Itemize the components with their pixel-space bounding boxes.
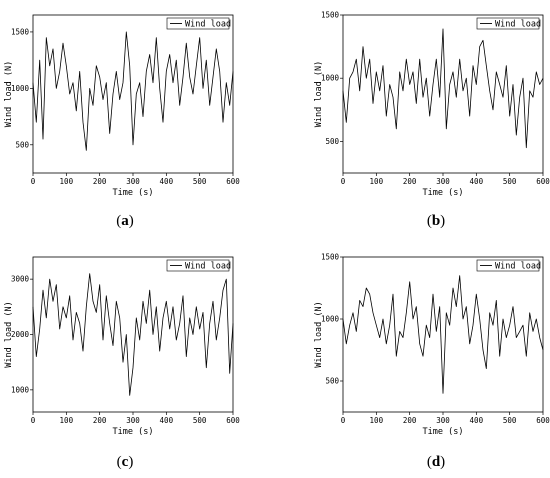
series-line-wind-load [32, 31, 234, 151]
y-tick-label: 1000 [321, 74, 340, 83]
series-line-wind-load [342, 28, 544, 149]
x-tick-label: 400 [160, 416, 174, 425]
chart-panel-a: 0 100 200 300 400 500 600 500 1000 1500 Time (s) Wi… [4, 14, 240, 229]
x-tick-label: 200 [403, 416, 417, 425]
legend-entry: Wind load [185, 262, 231, 272]
y-tick-label: 1500 [11, 27, 30, 36]
plot-frame [32, 14, 234, 174]
x-tick-label: 500 [193, 177, 207, 186]
y-tick-label: 500 [325, 137, 339, 146]
x-tick-label: 0 [341, 416, 346, 425]
x-axis-label: Time (s) [113, 427, 154, 437]
y-tick-label: 1500 [321, 11, 340, 20]
panel-caption: (a) [116, 213, 134, 229]
legend-box [166, 259, 230, 272]
panel-caption: (c) [117, 454, 134, 470]
x-tick-label: 600 [226, 416, 240, 425]
x-axis-label: Time (s) [423, 427, 464, 437]
legend-entry: Wind load [185, 20, 231, 30]
x-tick-label: 600 [226, 177, 240, 186]
x-tick-label: 600 [536, 416, 550, 425]
x-tick-label: 200 [93, 177, 107, 186]
y-axis-label: Wind load (N) [314, 301, 324, 368]
series-line-wind-load [342, 275, 544, 394]
x-tick-label: 100 [370, 177, 384, 186]
y-tick-label: 1000 [11, 84, 30, 93]
x-axis-label: Time (s) [423, 188, 464, 198]
x-tick-label: 400 [470, 177, 484, 186]
chart-panel-d: 0 100 200 300 400 500 600 500 1000 1500 Time (s) Wi… [314, 253, 550, 471]
panel-caption: (b) [427, 213, 445, 229]
x-tick-label: 500 [503, 177, 517, 186]
x-tick-label: 100 [370, 416, 384, 425]
panel-caption: (d) [427, 454, 445, 470]
x-tick-label: 500 [193, 416, 207, 425]
x-tick-label: 200 [403, 177, 417, 186]
x-tick-label: 200 [93, 416, 107, 425]
x-axis-label: Time (s) [113, 188, 154, 198]
y-tick-label: 2000 [11, 330, 30, 339]
x-tick-label: 600 [536, 177, 550, 186]
y-axis-label: Wind load (N) [4, 301, 14, 368]
x-tick-label: 300 [436, 177, 450, 186]
legend-box [476, 17, 540, 30]
y-tick-label: 1500 [321, 253, 340, 262]
x-tick-label: 0 [31, 177, 36, 186]
x-tick-label: 400 [160, 177, 174, 186]
x-tick-label: 500 [503, 416, 517, 425]
x-tick-label: 100 [60, 416, 74, 425]
x-tick-label: 100 [60, 177, 74, 186]
plot-frame [32, 256, 234, 413]
x-tick-label: 300 [436, 416, 450, 425]
legend-box [166, 17, 230, 30]
x-tick-label: 0 [31, 416, 36, 425]
legend-entry: Wind load [495, 262, 541, 272]
y-axis-label: Wind load (N) [4, 61, 14, 128]
y-axis-label: Wind load (N) [314, 61, 324, 128]
x-tick-label: 400 [470, 416, 484, 425]
y-tick-label: 3000 [11, 275, 30, 284]
legend-box [476, 259, 540, 272]
chart-panel-b: 0 100 200 300 400 500 600 500 1000 1500 Time (s) Wi… [314, 11, 550, 230]
x-tick-label: 300 [126, 177, 140, 186]
x-tick-label: 0 [341, 177, 346, 186]
y-tick-label: 500 [325, 377, 339, 386]
x-tick-label: 300 [126, 416, 140, 425]
series-line-wind-load [32, 273, 234, 396]
y-tick-label: 500 [15, 140, 29, 149]
y-tick-label: 1000 [321, 315, 340, 324]
legend-entry: Wind load [495, 20, 541, 30]
chart-panel-c: 0 100 200 300 400 500 600 1000 2000 3000 Time (s) W… [4, 256, 240, 470]
y-tick-label: 1000 [11, 385, 30, 394]
